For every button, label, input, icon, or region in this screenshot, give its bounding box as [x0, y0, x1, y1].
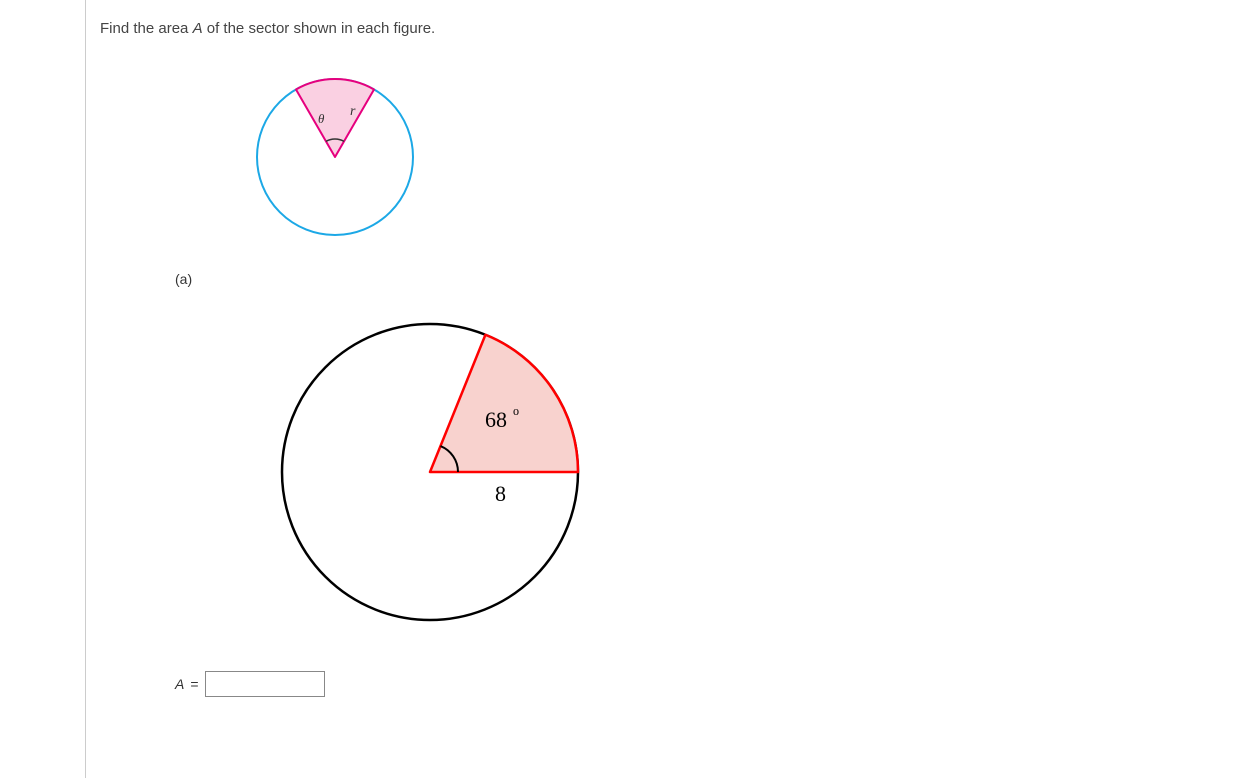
answer-row: A =: [175, 671, 1237, 697]
question-suffix: of the sector shown in each figure.: [203, 20, 436, 37]
part-label: (a): [175, 271, 1237, 287]
figure-1-svg: θr: [250, 67, 430, 247]
answer-input[interactable]: [205, 671, 325, 697]
figure-2-svg: 68 o 8: [280, 317, 590, 627]
svg-text:68: 68: [485, 407, 507, 432]
svg-text:θ: θ: [318, 111, 325, 126]
figure-2-container: 68 o 8: [280, 317, 1237, 631]
question-text: Find the area A of the sector shown in e…: [100, 20, 1237, 37]
answer-variable-label: A: [175, 676, 184, 692]
answer-equals: =: [190, 676, 198, 692]
svg-text:o: o: [513, 404, 519, 418]
vertical-divider: [85, 0, 86, 778]
question-variable: A: [193, 20, 203, 37]
svg-text:8: 8: [495, 481, 506, 506]
svg-text:r: r: [350, 104, 356, 119]
figure-1-container: θr: [250, 67, 1237, 251]
question-prefix: Find the area: [100, 20, 193, 37]
